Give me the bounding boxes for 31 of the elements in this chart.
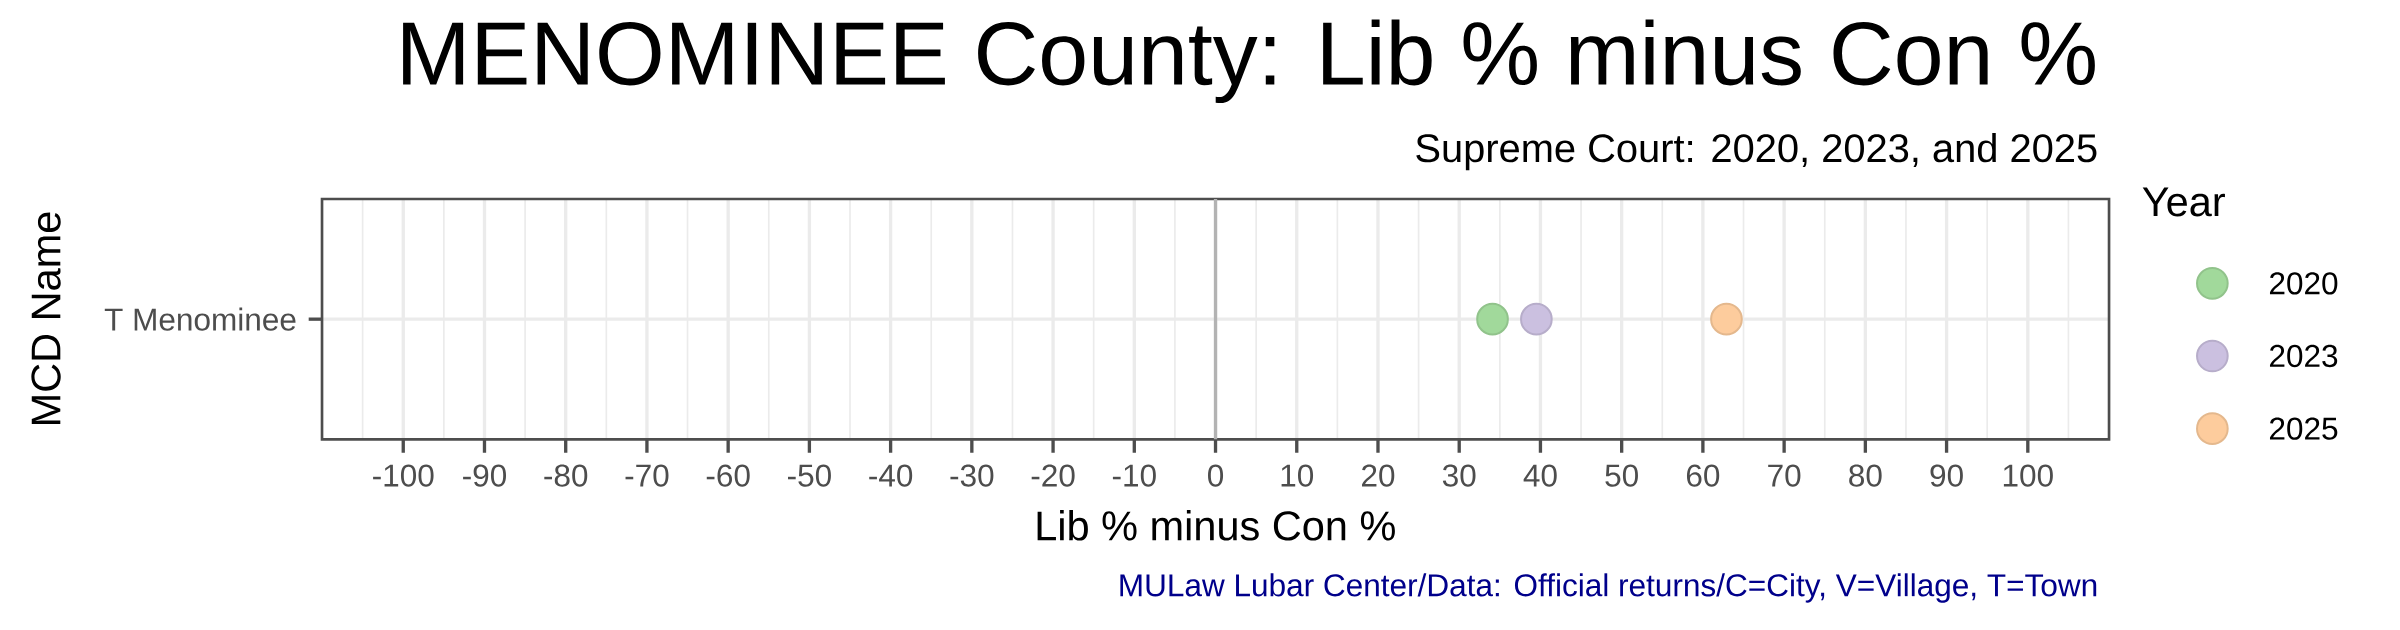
x-tick-label: -20 [1031,464,1075,487]
legend-label: 2023 [2269,344,2338,368]
x-tick-label: -80 [544,464,588,487]
x-tick-label: -50 [788,464,831,487]
x-tick-label: 60 [1686,464,1720,487]
x-tick-label: -70 [625,464,669,487]
x-tick-label: -40 [869,464,913,487]
x-tick-label: -90 [463,464,507,487]
y-axis-title: MCD Name [31,212,61,425]
x-tick-label: 40 [1523,464,1557,487]
chart-title: MENOMINEE County: Lib % minus Con % [403,19,2095,104]
legend-label: 2020 [2269,272,2338,295]
x-tick-label: -100 [373,464,434,487]
chart-subtitle: Supreme Court: 2020, 2023, and 2025 [1416,133,2097,171]
x-tick-label: 20 [1362,464,1395,487]
x-tick-label: 30 [1442,464,1476,487]
text: MULaw Lubar Center/Data: Official returns/C=City, V=Village, T=Town [1120,573,2097,603]
x-axis-title: Lib % minus Con % [1037,510,1395,541]
legend-label: 2025 [2269,417,2338,440]
x-tick-label: 50 [1605,464,1638,487]
y-tick-label: T Menominee [104,307,296,331]
x-tick-label: 0 [1208,464,1224,487]
legend-title: Year [2142,187,2225,217]
x-tick-label: 80 [1849,464,1882,487]
x-tick-label: -30 [950,464,994,487]
x-tick-label: 100 [2003,464,2053,487]
x-tick-label: 90 [1930,464,1963,487]
x-tick-label: -60 [706,464,750,487]
x-tick-label: 70 [1768,464,1801,487]
x-tick-label: -10 [1112,464,1156,487]
x-tick-label: 10 [1281,464,1314,487]
